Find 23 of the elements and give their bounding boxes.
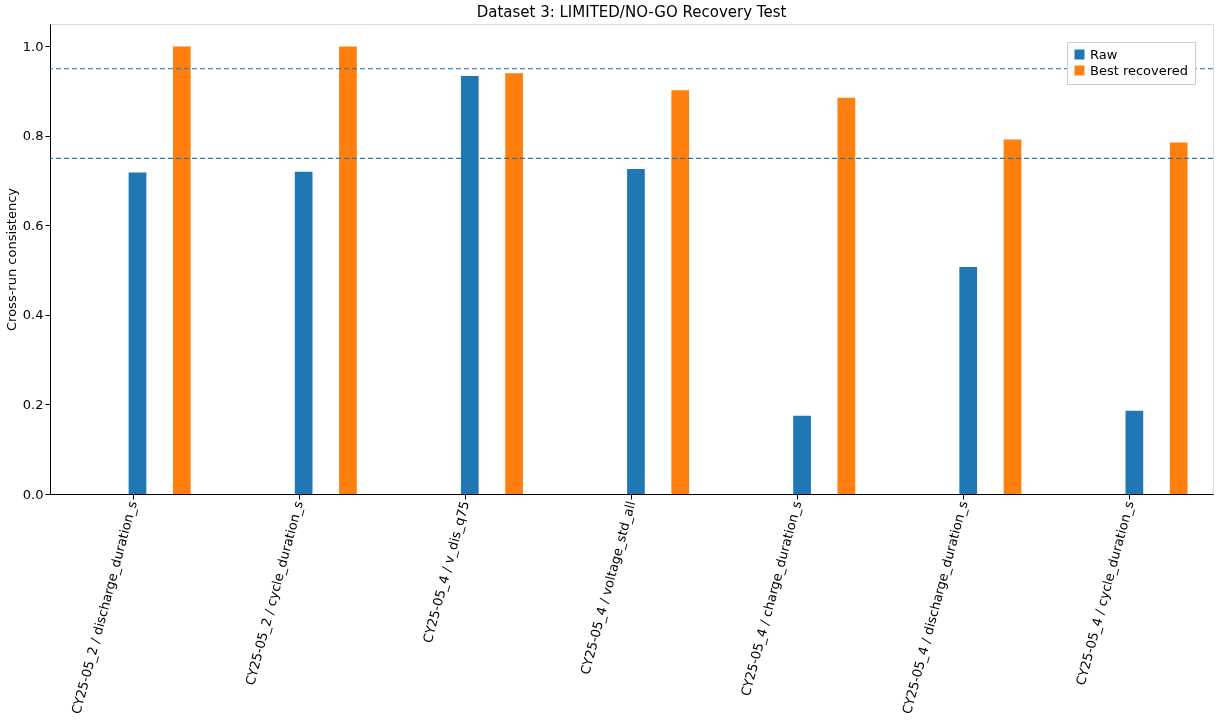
bar: [1125, 410, 1144, 494]
bar: [172, 46, 191, 494]
bar: [1169, 142, 1188, 494]
y-axis-title: Cross-run consistency: [3, 187, 19, 331]
y-tick-label: 0.6: [22, 217, 44, 233]
chart-title: Dataset 3: LIMITED/NO-GO Recovery Test: [476, 3, 787, 21]
bar: [959, 267, 978, 494]
bar: [793, 415, 811, 494]
legend-label: Raw: [1090, 46, 1118, 62]
bar: [339, 46, 357, 494]
legend-label: Best recovered: [1090, 62, 1189, 78]
y-tick-label: 0.8: [22, 128, 44, 144]
bar: [128, 172, 147, 494]
y-tick-label: 0.4: [22, 307, 44, 323]
bar: [837, 97, 856, 494]
y-tick-label: 1.0: [22, 38, 44, 54]
bar: [671, 90, 690, 494]
y-tick-label: 0.2: [22, 396, 44, 412]
bar: [1003, 139, 1022, 494]
bar: [294, 171, 313, 494]
bar: [627, 169, 645, 494]
bar: [505, 73, 523, 494]
y-tick-label: 0.0: [22, 486, 44, 502]
